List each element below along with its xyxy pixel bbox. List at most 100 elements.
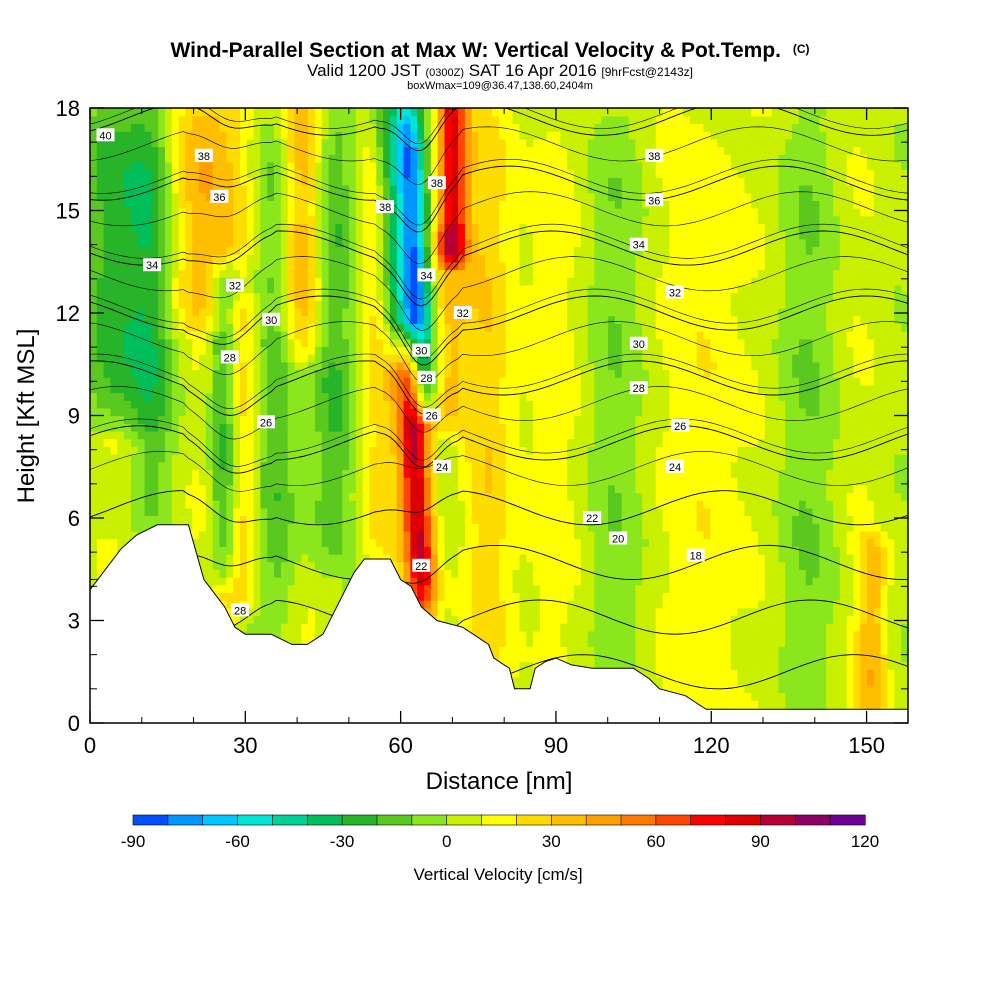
velocity-cell — [539, 238, 548, 248]
velocity-cell — [90, 338, 98, 348]
velocity-cell — [533, 223, 541, 232]
velocity-cell — [526, 630, 534, 640]
velocity-cell — [451, 323, 459, 332]
velocity-cell — [164, 254, 173, 263]
velocity-cell — [519, 500, 527, 509]
velocity-cell — [314, 600, 323, 609]
velocity-cell — [192, 200, 200, 209]
velocity-cell — [499, 392, 507, 401]
velocity-cell — [376, 292, 384, 301]
velocity-cell — [478, 400, 487, 409]
velocity-cell — [90, 284, 98, 294]
velocity-cell — [560, 430, 568, 440]
velocity-cell — [430, 200, 439, 209]
velocity-cell — [403, 323, 412, 332]
velocity-cell — [110, 354, 118, 363]
velocity-cell — [144, 515, 153, 524]
velocity-cell — [369, 269, 377, 278]
velocity-cell — [301, 138, 309, 148]
velocity-cell — [458, 154, 466, 163]
velocity-cell — [199, 346, 207, 355]
velocity-cell — [553, 369, 562, 378]
velocity-cell — [124, 469, 132, 478]
velocity-cell — [205, 330, 214, 340]
velocity-cell — [362, 538, 371, 547]
velocity-cell — [499, 546, 507, 555]
velocity-cell — [96, 384, 105, 394]
velocity-cell — [580, 400, 589, 409]
velocity-cell — [90, 292, 98, 301]
velocity-cell — [519, 538, 527, 547]
velocity-cell — [328, 161, 337, 171]
velocity-cell — [144, 131, 153, 140]
velocity-cell — [233, 477, 241, 486]
velocity-cell — [321, 207, 330, 217]
velocity-cell — [580, 569, 589, 578]
velocity-cell — [137, 261, 146, 271]
velocity-cell — [171, 184, 180, 194]
velocity-cell — [226, 254, 234, 263]
velocity-cell — [335, 484, 343, 494]
velocity-cell — [321, 507, 330, 517]
velocity-cell — [451, 246, 459, 255]
velocity-cell — [267, 553, 275, 563]
velocity-cell — [573, 207, 582, 217]
velocity-cell — [301, 630, 309, 640]
velocity-cell — [553, 615, 562, 624]
velocity-cell — [512, 638, 521, 647]
velocity-cell — [519, 377, 527, 386]
velocity-cell — [546, 576, 555, 586]
velocity-cell — [587, 461, 596, 471]
velocity-cell — [471, 607, 480, 617]
velocity-cell — [124, 223, 132, 232]
velocity-cell — [362, 453, 371, 463]
velocity-cell — [424, 507, 432, 517]
velocity-cell — [137, 131, 146, 140]
velocity-cell — [178, 284, 187, 294]
velocity-cell — [485, 569, 493, 578]
velocity-cell — [212, 315, 221, 324]
velocity-cell — [485, 523, 493, 532]
velocity-cell — [314, 561, 323, 570]
velocity-cell — [533, 592, 541, 601]
velocity-cell — [451, 415, 459, 424]
velocity-cell — [567, 346, 575, 355]
velocity-cell — [464, 138, 473, 148]
velocity-cell — [274, 546, 282, 555]
velocity-cell — [437, 592, 446, 601]
velocity-cell — [553, 653, 562, 663]
velocity-cell — [96, 400, 105, 409]
velocity-cell — [342, 538, 350, 547]
velocity-cell — [321, 254, 330, 263]
velocity-cell — [287, 323, 296, 332]
velocity-cell — [110, 330, 118, 340]
velocity-cell — [424, 600, 432, 609]
velocity-cell — [137, 284, 146, 294]
velocity-cell — [580, 161, 589, 171]
velocity-cell — [342, 369, 350, 378]
velocity-cell — [144, 523, 153, 532]
velocity-cell — [355, 392, 364, 401]
velocity-cell — [253, 461, 262, 471]
velocity-cell — [485, 284, 493, 294]
velocity-cell — [362, 523, 371, 532]
velocity-cell — [539, 307, 548, 317]
velocity-cell — [274, 500, 282, 509]
velocity-cell — [539, 200, 548, 209]
velocity-cell — [601, 523, 609, 532]
velocity-cell — [553, 561, 562, 570]
velocity-cell — [410, 484, 418, 494]
velocity-cell — [110, 538, 118, 547]
velocity-cell — [260, 369, 268, 378]
velocity-cell — [444, 615, 452, 624]
velocity-cell — [219, 169, 228, 178]
velocity-cell — [458, 453, 466, 463]
velocity-cell — [287, 292, 296, 301]
velocity-cell — [287, 538, 296, 547]
velocity-cell — [492, 584, 500, 594]
velocity-cell — [321, 584, 330, 594]
velocity-cell — [546, 361, 555, 371]
velocity-cell — [253, 523, 262, 532]
velocity-cell — [369, 215, 377, 225]
velocity-cell — [274, 453, 282, 463]
